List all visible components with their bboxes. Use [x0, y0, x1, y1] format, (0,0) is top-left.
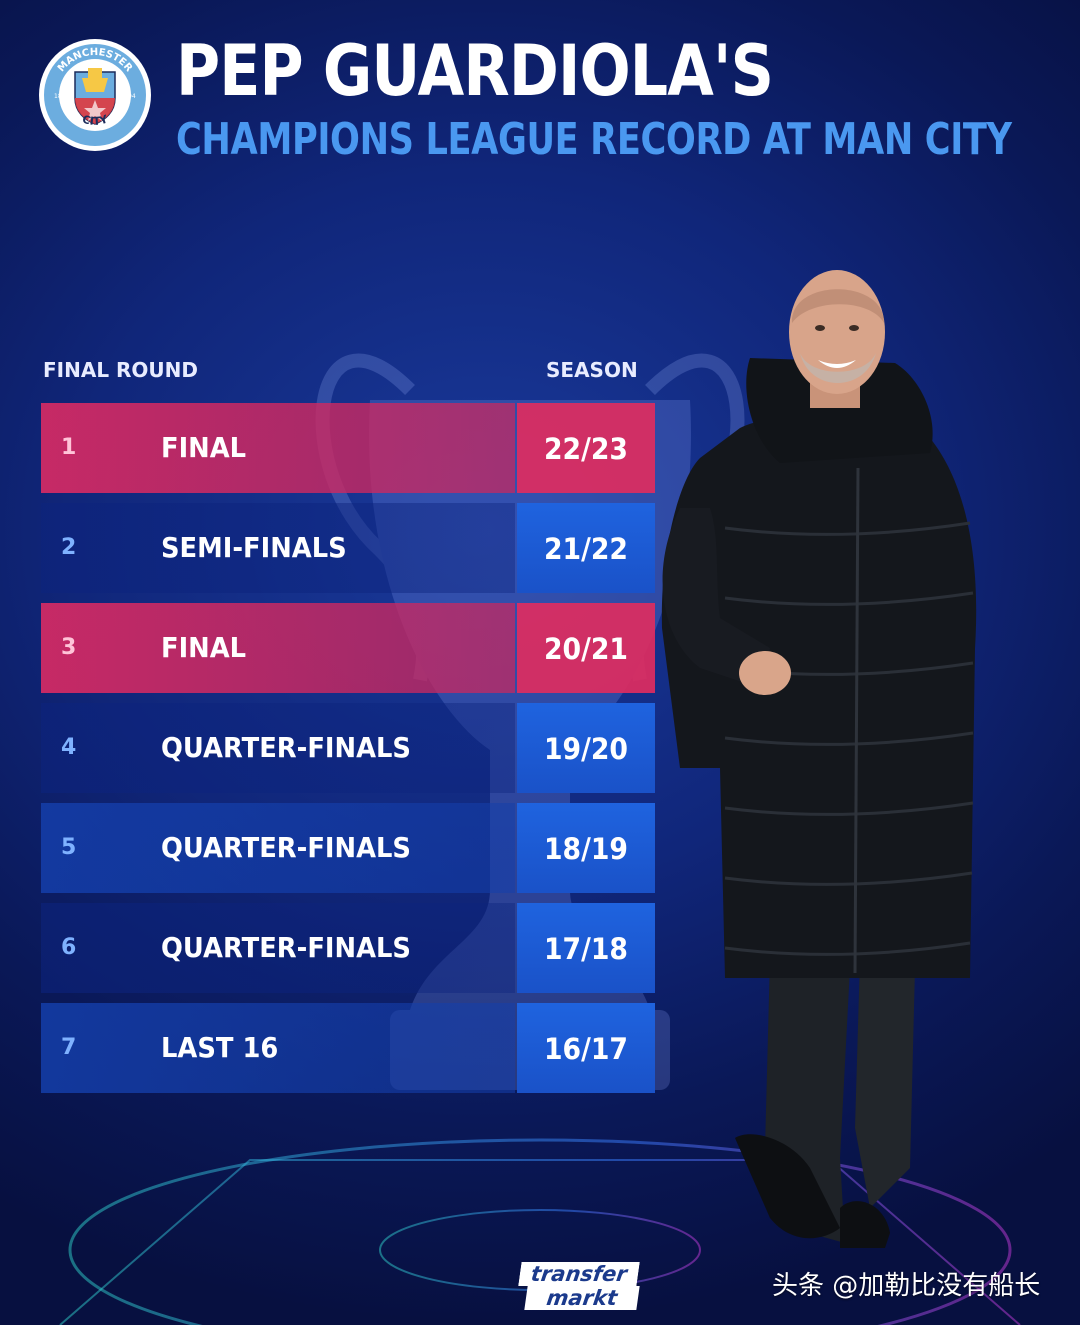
record-table: 1 FINAL 22/23 2 SEMI-FINALS 21/22 3 FINA…	[41, 403, 655, 1103]
row-number: 7	[61, 1035, 77, 1060]
row-number: 5	[61, 835, 77, 860]
row-number: 2	[61, 535, 77, 560]
season-cell: 18/19	[517, 803, 655, 893]
round-cell: 6 QUARTER-FINALS	[41, 903, 515, 993]
season-cell: 20/21	[517, 603, 655, 693]
season-label: 21/22	[543, 532, 629, 566]
season-label: 16/17	[543, 1032, 629, 1066]
round-label: QUARTER-FINALS	[161, 831, 411, 864]
transfermarkt-logo-bottom: markt	[524, 1286, 640, 1310]
table-row: 6 QUARTER-FINALS 17/18	[41, 903, 655, 993]
transfermarkt-logo-top: transfer	[518, 1262, 640, 1286]
season-cell: 16/17	[517, 1003, 655, 1093]
round-label: LAST 16	[161, 1031, 279, 1064]
table-row: 3 FINAL 20/21	[41, 603, 655, 693]
round-cell: 7 LAST 16	[41, 1003, 515, 1093]
table-row: 2 SEMI-FINALS 21/22	[41, 503, 655, 593]
season-cell: 22/23	[517, 403, 655, 493]
season-label: 17/18	[543, 932, 629, 966]
season-cell: 17/18	[517, 903, 655, 993]
round-label: SEMI-FINALS	[161, 531, 347, 564]
page-subtitle: CHAMPIONS LEAGUE RECORD AT MAN CITY	[176, 114, 1012, 165]
table-row: 4 QUARTER-FINALS 19/20	[41, 703, 655, 793]
credit-watermark: 头条 @加勒比没有船长	[772, 1271, 1041, 1301]
logo-year-left: 18	[54, 93, 62, 100]
logo-bottom-text: CITY	[81, 112, 111, 128]
season-label: 18/19	[543, 832, 629, 866]
row-number: 1	[61, 435, 77, 460]
row-number: 3	[61, 635, 77, 660]
row-number: 4	[61, 735, 77, 760]
round-label: FINAL	[161, 431, 247, 464]
round-label: QUARTER-FINALS	[161, 731, 411, 764]
season-label: 22/23	[543, 432, 629, 466]
transfermarkt-logo: transfer markt	[518, 1262, 640, 1310]
round-cell: 1 FINAL	[41, 403, 515, 493]
page-title: PEP GUARDIOLA'S	[176, 30, 774, 112]
table-row: 5 QUARTER-FINALS 18/19	[41, 803, 655, 893]
round-cell: 3 FINAL	[41, 603, 515, 693]
pep-guardiola-photo	[661, 270, 977, 1248]
round-label: QUARTER-FINALS	[161, 931, 411, 964]
manchester-city-crest-icon: MANCHESTER CITY 18 94	[39, 39, 151, 151]
column-header-final-round: FINAL ROUND	[43, 358, 199, 382]
row-number: 6	[61, 935, 77, 960]
season-label: 20/21	[543, 632, 629, 666]
column-header-season: SEASON	[546, 358, 638, 382]
logo-year-right: 94	[128, 93, 136, 100]
season-cell: 19/20	[517, 703, 655, 793]
svg-text:CITY: CITY	[81, 112, 111, 128]
round-label: FINAL	[161, 631, 247, 664]
season-label: 19/20	[543, 732, 629, 766]
season-cell: 21/22	[517, 503, 655, 593]
round-cell: 2 SEMI-FINALS	[41, 503, 515, 593]
table-row: 7 LAST 16 16/17	[41, 1003, 655, 1093]
round-cell: 4 QUARTER-FINALS	[41, 703, 515, 793]
table-row: 1 FINAL 22/23	[41, 403, 655, 493]
round-cell: 5 QUARTER-FINALS	[41, 803, 515, 893]
